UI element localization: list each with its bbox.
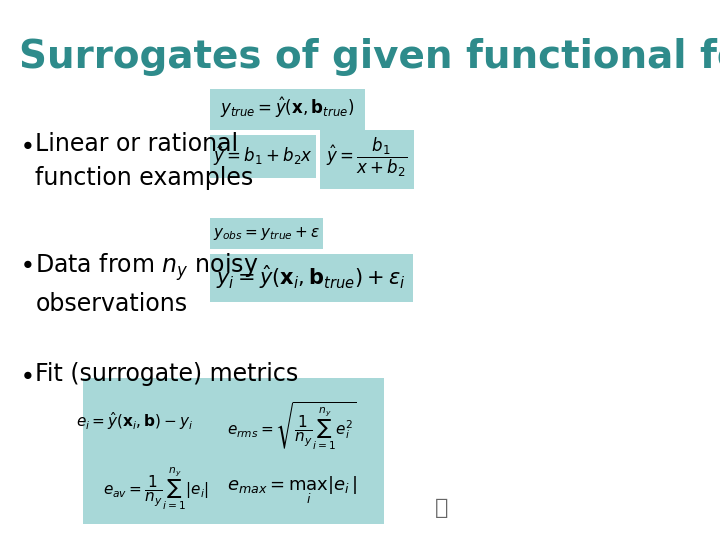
Text: $e_i = \hat{y}(\mathbf{x}_i, \mathbf{b}) - y_i$: $e_i = \hat{y}(\mathbf{x}_i, \mathbf{b})… bbox=[76, 410, 193, 432]
Text: Fit (surrogate) metrics: Fit (surrogate) metrics bbox=[35, 362, 299, 386]
Text: $y_{true} = \hat{y}(\mathbf{x}, \mathbf{b}_{true})$: $y_{true} = \hat{y}(\mathbf{x}, \mathbf{… bbox=[220, 96, 355, 120]
Text: $\bullet$: $\bullet$ bbox=[19, 362, 32, 386]
FancyBboxPatch shape bbox=[210, 218, 323, 249]
FancyBboxPatch shape bbox=[210, 254, 413, 302]
Text: $\bullet$: $\bullet$ bbox=[19, 251, 32, 275]
FancyBboxPatch shape bbox=[210, 135, 316, 178]
Text: $e_{av} = \dfrac{1}{n_y}\sum_{i=1}^{n_y}|e_i|$: $e_{av} = \dfrac{1}{n_y}\sum_{i=1}^{n_y}… bbox=[103, 465, 208, 512]
Text: $e_{rms} = \sqrt{\dfrac{1}{n_y}\sum_{i=1}^{n_y} e_i^2}$: $e_{rms} = \sqrt{\dfrac{1}{n_y}\sum_{i=1… bbox=[228, 401, 357, 453]
Text: $\hat{y} = \dfrac{b_1}{x + b_2}$: $\hat{y} = \dfrac{b_1}{x + b_2}$ bbox=[326, 136, 408, 179]
Text: Linear or rational
function examples: Linear or rational function examples bbox=[35, 132, 253, 190]
Text: $e_{max} = \max_i |e_i|$: $e_{max} = \max_i |e_i|$ bbox=[228, 475, 357, 506]
FancyBboxPatch shape bbox=[83, 378, 384, 524]
Text: Data from $n_y$ noisy
observations: Data from $n_y$ noisy observations bbox=[35, 251, 258, 316]
Text: $\hat{y} = b_1 + b_2 x$: $\hat{y} = b_1 + b_2 x$ bbox=[213, 143, 313, 168]
Text: $y_i = \hat{y}(\mathbf{x}_i, \mathbf{b}_{true}) + \varepsilon_i$: $y_i = \hat{y}(\mathbf{x}_i, \mathbf{b}_… bbox=[217, 263, 406, 291]
FancyBboxPatch shape bbox=[210, 89, 365, 130]
Text: $y_{obs} = y_{true} + \varepsilon$: $y_{obs} = y_{true} + \varepsilon$ bbox=[212, 225, 320, 242]
FancyBboxPatch shape bbox=[320, 130, 414, 189]
Text: $\bullet$: $\bullet$ bbox=[19, 132, 32, 156]
Text: 🔊: 🔊 bbox=[434, 498, 448, 518]
Text: Surrogates of given functional form: Surrogates of given functional form bbox=[19, 38, 720, 76]
